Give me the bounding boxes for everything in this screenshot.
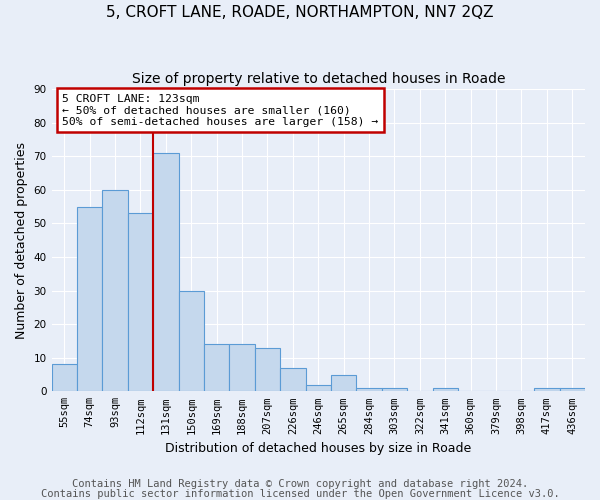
Bar <box>52 364 77 392</box>
Bar <box>534 388 560 392</box>
Bar <box>153 153 179 392</box>
Bar <box>280 368 305 392</box>
Bar <box>560 388 585 392</box>
Title: Size of property relative to detached houses in Roade: Size of property relative to detached ho… <box>131 72 505 86</box>
Bar <box>433 388 458 392</box>
Bar <box>204 344 229 392</box>
Bar <box>128 214 153 392</box>
Bar <box>331 374 356 392</box>
Y-axis label: Number of detached properties: Number of detached properties <box>15 142 28 338</box>
Bar <box>356 388 382 392</box>
Bar <box>77 206 103 392</box>
Text: 5, CROFT LANE, ROADE, NORTHAMPTON, NN7 2QZ: 5, CROFT LANE, ROADE, NORTHAMPTON, NN7 2… <box>106 5 494 20</box>
Bar <box>103 190 128 392</box>
Text: 5 CROFT LANE: 123sqm
← 50% of detached houses are smaller (160)
50% of semi-deta: 5 CROFT LANE: 123sqm ← 50% of detached h… <box>62 94 379 127</box>
Bar <box>255 348 280 392</box>
Text: Contains public sector information licensed under the Open Government Licence v3: Contains public sector information licen… <box>41 489 559 499</box>
X-axis label: Distribution of detached houses by size in Roade: Distribution of detached houses by size … <box>165 442 472 455</box>
Bar <box>179 290 204 392</box>
Text: Contains HM Land Registry data © Crown copyright and database right 2024.: Contains HM Land Registry data © Crown c… <box>72 479 528 489</box>
Bar <box>305 384 331 392</box>
Bar <box>382 388 407 392</box>
Bar <box>229 344 255 392</box>
